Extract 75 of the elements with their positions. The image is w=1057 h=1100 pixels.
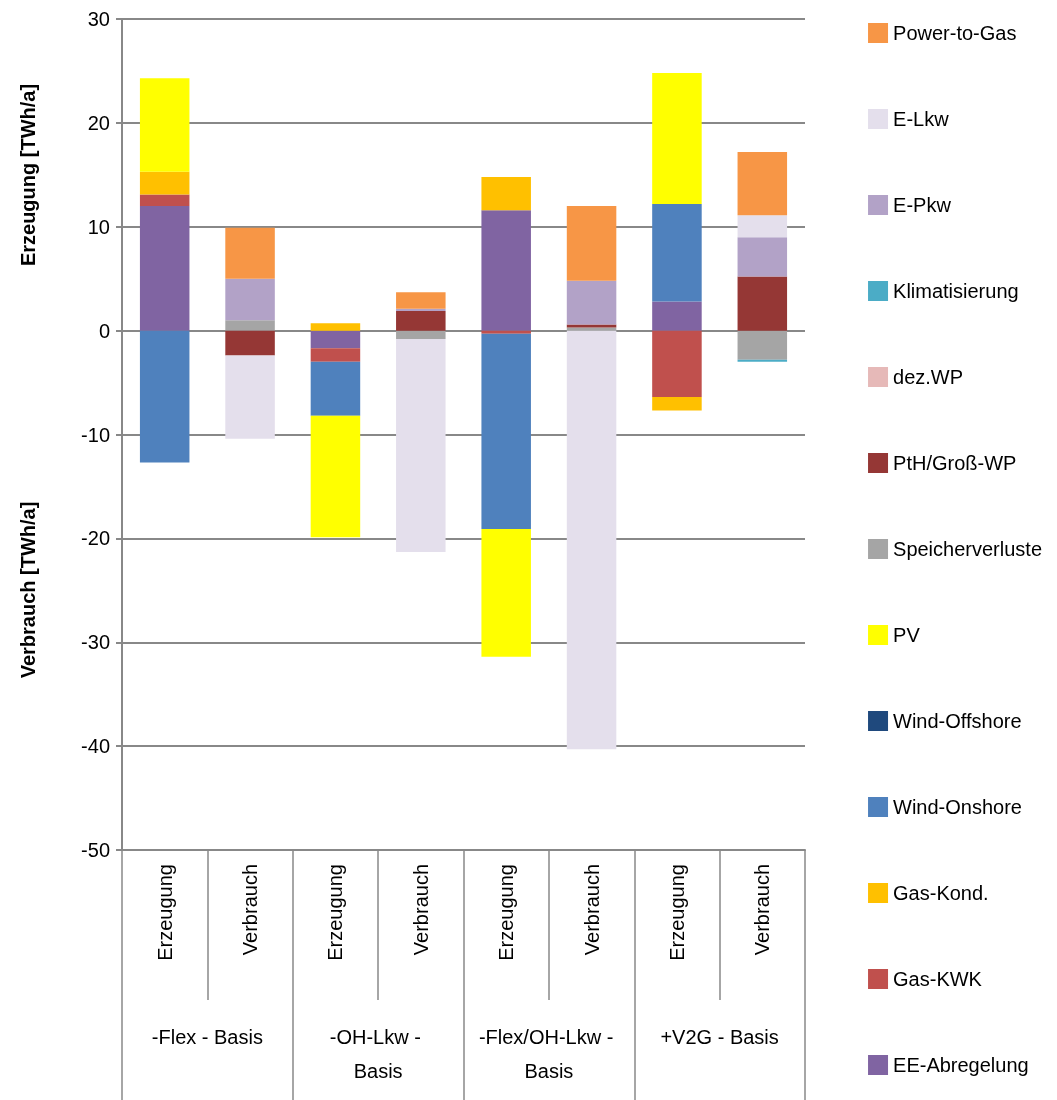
bar — [652, 73, 702, 204]
bar — [310, 415, 361, 538]
bar — [139, 205, 190, 331]
bar — [481, 210, 531, 331]
y-tick-label: -40 — [81, 735, 110, 758]
text: Verbrauch [TWh/a] — [17, 501, 39, 679]
bar — [225, 320, 275, 331]
bar — [396, 310, 446, 331]
bar — [652, 397, 702, 411]
bar — [737, 151, 788, 216]
bar — [396, 330, 446, 339]
bar — [481, 176, 531, 211]
bar — [139, 78, 190, 172]
bar — [139, 171, 190, 195]
x-tick-label: Verbrauch — [239, 864, 262, 956]
bar — [652, 301, 702, 331]
y-tick-label: 10 — [87, 215, 110, 238]
bar — [225, 278, 275, 321]
x-tick-label: Erzeugung — [153, 864, 176, 961]
bar — [652, 330, 702, 398]
x-tick-label: Verbrauch — [580, 864, 603, 956]
legend-label: Power-to-Gas — [893, 22, 1017, 44]
bar — [139, 330, 190, 463]
bar — [396, 338, 446, 552]
legend-label: Klimatisierung — [893, 280, 1019, 302]
text: -Flex - Basis — [151, 1026, 263, 1048]
bar — [737, 359, 788, 362]
bar — [737, 276, 788, 331]
bar — [566, 280, 617, 325]
bar — [566, 330, 617, 750]
text: +V2G - Basis — [660, 1026, 779, 1048]
bar — [139, 194, 190, 206]
text: -OH-Lkw - Basis — [329, 1026, 427, 1082]
y-tick-label: -30 — [81, 631, 110, 654]
bar — [481, 333, 531, 530]
bar — [737, 215, 788, 238]
bar — [225, 227, 275, 279]
legend-label: E-Pkw — [893, 194, 952, 216]
text: -Flex/OH-Lkw - Basis — [478, 1026, 619, 1082]
bar — [310, 330, 361, 349]
y-tick-label: -10 — [81, 423, 110, 446]
y-tick-label: 20 — [87, 111, 110, 134]
bar — [566, 205, 617, 281]
bar — [310, 323, 361, 331]
bar — [652, 203, 702, 302]
bar — [396, 308, 446, 311]
y-axis-title: Erzeugung [TWh/a] — [17, 83, 39, 267]
x-tick-label: Verbrauch — [751, 864, 774, 956]
bar — [396, 292, 446, 309]
y-tick-label: -20 — [81, 527, 110, 550]
bar — [225, 330, 275, 356]
y-tick-label: 30 — [87, 8, 110, 30]
x-tick-label: Erzeugung — [324, 864, 347, 961]
legend-label: dez.WP — [893, 366, 964, 388]
x-tick-label: Verbrauch — [409, 864, 432, 956]
y-tick-label: 0 — [98, 319, 110, 342]
bar — [481, 330, 531, 334]
x-tick-label: Erzeugung — [665, 864, 688, 961]
x-tick-label: Erzeugung — [495, 864, 518, 961]
bar — [310, 361, 361, 416]
bar — [481, 529, 531, 657]
bar — [737, 237, 788, 277]
legend-label: PV — [893, 624, 921, 646]
legend-label: Wind-Offshore — [893, 710, 1022, 732]
legend-label: EE-Abregelung — [893, 1054, 1029, 1076]
y-tick-label: -50 — [81, 839, 110, 861]
bar — [225, 355, 275, 439]
legend-label: Wind-Onshore — [893, 796, 1022, 818]
legend-label: PtH/Groß-WP — [893, 452, 1017, 474]
legend-label: Speicherverluste — [893, 538, 1042, 560]
legend-label: Gas-Kond. — [893, 882, 989, 904]
legend-label: E-Lkw — [893, 108, 950, 130]
bar — [310, 348, 361, 362]
legend-label: Gas-KWK — [893, 968, 983, 990]
bar — [737, 330, 788, 360]
